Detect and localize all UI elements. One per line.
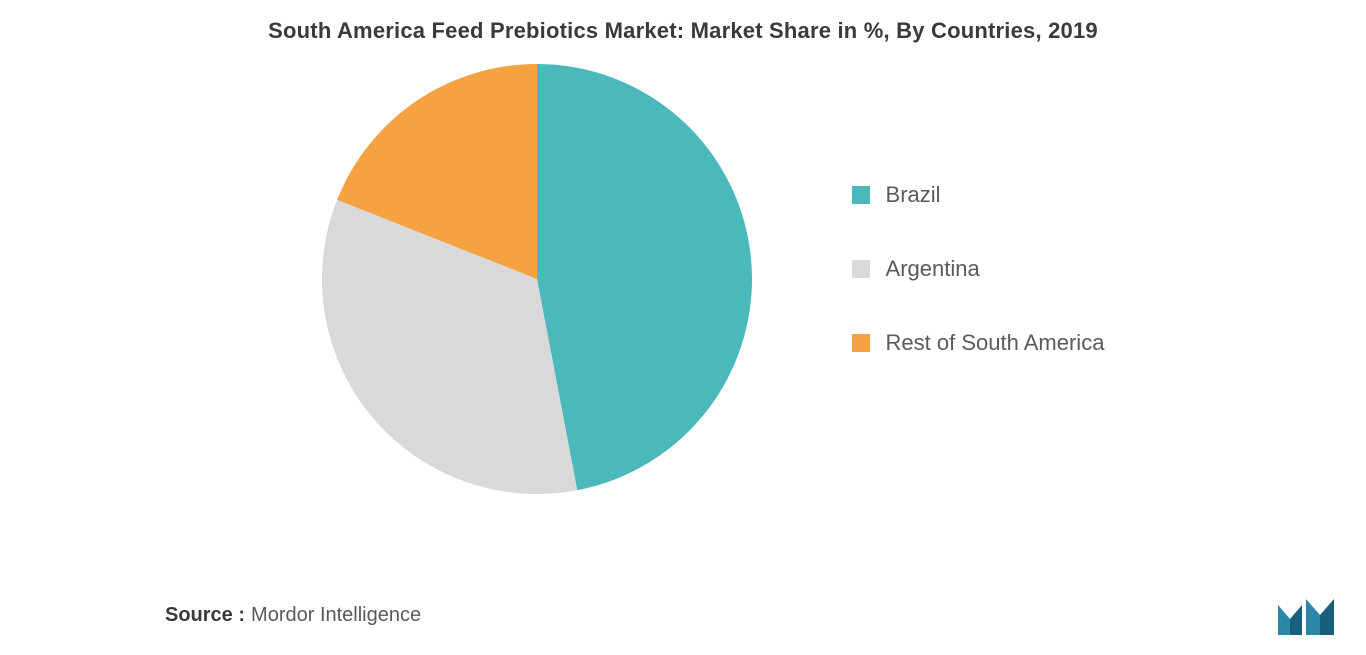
legend-label: Rest of South America [886, 330, 1105, 356]
legend: Brazil Argentina Rest of South America [852, 182, 1105, 356]
source-value: Mordor Intelligence [251, 604, 421, 627]
legend-swatch [852, 186, 870, 204]
legend-item-rest-of-south-america: Rest of South America [852, 330, 1105, 356]
legend-item-brazil: Brazil [852, 182, 1105, 208]
legend-item-argentina: Argentina [852, 256, 1105, 282]
pie-chart [322, 64, 752, 494]
pie-svg [322, 64, 752, 494]
legend-label: Argentina [886, 256, 980, 282]
footer: Source : Mordor Intelligence [165, 604, 421, 627]
chart-title: South America Feed Prebiotics Market: Ma… [0, 0, 1366, 44]
mordor-logo-icon [1276, 597, 1336, 637]
pie-slice-brazil [537, 64, 752, 490]
source-label: Source : [165, 604, 245, 627]
chart-container: South America Feed Prebiotics Market: Ma… [0, 0, 1366, 655]
legend-swatch [852, 334, 870, 352]
legend-label: Brazil [886, 182, 941, 208]
legend-swatch [852, 260, 870, 278]
chart-body: Brazil Argentina Rest of South America [0, 64, 1366, 494]
